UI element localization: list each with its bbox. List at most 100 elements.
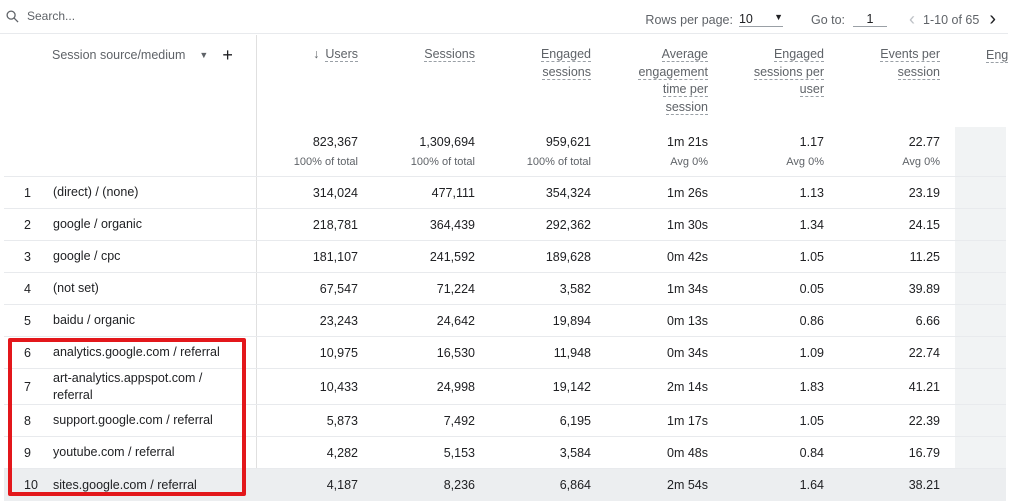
metric-cell: 1m 30s [667, 217, 708, 232]
pagination: Rows per page: 10 ▼ Go to: 1 ‹ 1-10 of 65… [645, 8, 996, 31]
column-header-2[interactable]: Sessions [424, 46, 475, 64]
total-cell: 1m 21s Avg 0% [667, 135, 708, 168]
metric-cell: 241,592 [429, 249, 475, 264]
source-medium-cell[interactable]: youtube.com / referral [53, 445, 175, 459]
column-header-6[interactable]: Events per session [880, 46, 940, 81]
table-row[interactable]: 2 google / organic 218,781 364,439 292,362 1m… [4, 208, 1006, 240]
total-value: 22.77 [908, 135, 940, 149]
total-cell: 22.77 Avg 0% [902, 135, 940, 168]
total-cell: 1.17 Avg 0% [786, 135, 824, 168]
source-medium-cell[interactable]: google / organic [53, 217, 142, 231]
metric-cell: 181,107 [312, 249, 358, 264]
header-line: engagement [638, 64, 708, 80]
total-subtext: 100% of total [526, 156, 591, 168]
source-medium-cell[interactable]: analytics.google.com / referral [53, 345, 220, 359]
search-input[interactable]: Search... [27, 9, 76, 23]
column-header-5[interactable]: Engaged sessions per user [753, 46, 824, 99]
add-dimension-icon[interactable]: + [222, 45, 233, 65]
header-line: Events per [880, 47, 940, 62]
total-value: 959,621 [545, 135, 591, 149]
source-medium-cell[interactable]: support.google.com / referral [53, 413, 213, 427]
table-row[interactable]: 3 google / cpc 181,107 241,592 189,628 0m 42s… [4, 240, 1006, 272]
rows-per-page-select[interactable]: 10 ▼ [738, 12, 783, 27]
source-medium-cell[interactable]: google / cpc [53, 249, 121, 263]
source-medium-cell[interactable]: (direct) / (none) [53, 185, 139, 199]
dimension-header[interactable]: Session source/medium ▼ + [52, 45, 233, 65]
metric-cell: 354,324 [545, 185, 591, 200]
metric-cell: 11.25 [909, 249, 940, 264]
source-medium-cell[interactable]: sites.google.com / referral [53, 477, 197, 492]
next-page-icon[interactable]: › [989, 8, 996, 30]
metric-cell: 5,153 [443, 445, 475, 460]
table-row[interactable]: 4 (not set) 67,547 71,224 3,582 1m 34s 0.05 39.… [4, 272, 1006, 304]
metric-cell: 22.74 [908, 345, 940, 360]
metric-cell: 1.05 [799, 249, 824, 264]
metric-cell: 0m 13s [667, 313, 708, 328]
table-row[interactable]: 7 art-analytics.appspot.com / referral 10,… [4, 368, 1006, 404]
header-line: Sessions [424, 47, 475, 62]
row-number: 7 [24, 379, 31, 394]
rows-per-page-label: Rows per page: [645, 12, 733, 27]
metric-cell: 24,998 [436, 379, 475, 394]
total-cell: 1,309,694 100% of total [411, 135, 475, 168]
source-medium-cell[interactable]: baidu / organic [53, 313, 136, 327]
table-row[interactable]: 5 baidu / organic 23,243 24,642 19,894 0m 13s… [4, 304, 1006, 336]
table-row[interactable]: 1 (direct) / (none) 314,024 477,111 354,324 1… [4, 176, 1006, 208]
dimension-dropdown-icon[interactable]: ▼ [199, 50, 209, 60]
row-number: 10 [24, 478, 38, 492]
total-subtext: 100% of total [293, 156, 358, 168]
header-line: user [799, 82, 824, 97]
column-header-eng[interactable]: Eng [986, 48, 1009, 63]
row-number: 5 [24, 313, 31, 328]
header-line: session [665, 99, 708, 115]
column-header-1[interactable]: ↓ Users [313, 46, 358, 64]
total-value: 823,367 [312, 135, 358, 149]
metric-cell: 2m 54s [667, 478, 708, 492]
search-box[interactable]: Search... [6, 9, 75, 23]
total-subtext: Avg 0% [670, 156, 708, 168]
metric-cell: 38.21 [908, 478, 940, 492]
metric-cell: 218,781 [312, 217, 358, 232]
table-row[interactable]: 6 analytics.google.com / referral 10,975 16… [4, 336, 1006, 368]
column-header-3[interactable]: Engaged sessions [540, 46, 591, 81]
total-cell: 959,621 100% of total [527, 135, 591, 168]
divider [256, 35, 257, 501]
metric-cell: 8,236 [443, 478, 475, 492]
goto-input[interactable]: 1 [853, 12, 888, 27]
metric-cell: 23,243 [319, 313, 358, 328]
table-row[interactable]: 10 sites.google.com / referral 4,187 8,236 6… [4, 468, 1006, 501]
metric-cell: 39.89 [908, 281, 940, 296]
metric-cell: 6.66 [915, 313, 940, 328]
source-medium-cell[interactable]: (not set) [53, 281, 99, 295]
metric-cell: 1m 34s [667, 281, 708, 296]
source-medium-cell[interactable]: art-analytics.appspot.com / referral [53, 370, 203, 402]
metric-cell: 6,195 [559, 413, 591, 428]
column-header-4[interactable]: Average engagement time per session [638, 46, 708, 116]
metric-cell: 1.09 [799, 345, 824, 360]
metric-cell: 314,024 [312, 185, 358, 200]
table-toolbar: Search... Rows per page: 10 ▼ Go to: 1 ‹ … [0, 0, 1008, 34]
row-number: 9 [24, 445, 31, 460]
table-row[interactable]: 8 support.google.com / referral 5,873 7,492… [4, 404, 1006, 436]
metric-cell: 5,873 [326, 413, 358, 428]
prev-page-icon[interactable]: ‹ [909, 9, 916, 29]
metric-cell: 0m 48s [667, 445, 708, 460]
header-line: time per [662, 82, 708, 97]
dimension-label: Session source/medium [52, 48, 186, 62]
metric-cell: 3,584 [559, 445, 591, 460]
metric-cell: 6,864 [559, 478, 591, 492]
metric-cell: 3,582 [559, 281, 591, 296]
metric-cell: 71,224 [436, 281, 475, 296]
caret-down-icon: ▼ [774, 12, 783, 22]
row-number: 4 [24, 281, 31, 296]
rows-per-page-value: 10 [738, 12, 753, 26]
total-value: 1.17 [799, 135, 824, 149]
metric-cell: 0.84 [799, 445, 824, 460]
total-subtext: Avg 0% [902, 156, 940, 168]
total-value: 1,309,694 [419, 135, 475, 149]
header-line: Engaged [540, 47, 591, 62]
row-number: 3 [24, 249, 31, 264]
table-row[interactable]: 9 youtube.com / referral 4,282 5,153 3,584 0m… [4, 436, 1006, 468]
search-icon [6, 9, 19, 23]
metric-cell: 1.83 [799, 379, 824, 394]
